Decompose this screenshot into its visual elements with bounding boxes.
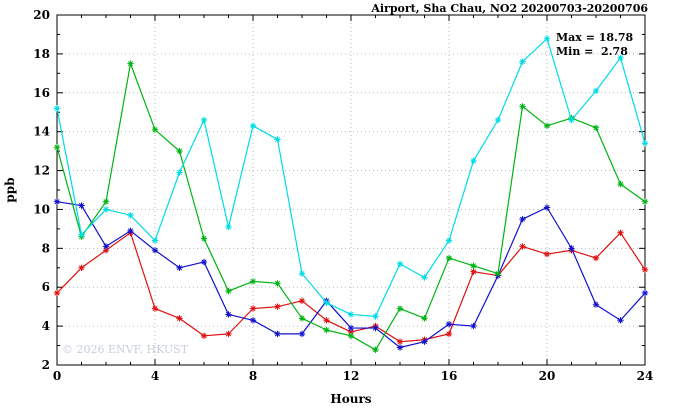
x-tick-label: 16 [441,369,458,383]
x-axis-label: Hours [330,392,371,406]
min-annotation: Min = 2.78 [556,45,628,58]
day2-blue-series [53,198,649,351]
x-tick-label: 24 [637,369,654,383]
y-tick-label: 2 [42,358,50,372]
day2-blue-markers [53,198,649,351]
x-tick-label: 0 [53,369,61,383]
y-tick-label: 8 [42,241,50,255]
day4-cyan-series [53,35,649,320]
y-tick-label: 10 [33,202,50,216]
y-tick-label: 14 [33,125,50,139]
x-tick-label: 12 [343,369,360,383]
x-tick-label: 8 [249,369,257,383]
x-tick-label: 4 [151,369,159,383]
x-tick-label: 20 [539,369,556,383]
day4-cyan-markers [53,35,649,320]
max-annotation: Max = 18.78 [556,31,634,44]
y-tick-label: 6 [42,280,50,294]
day4-cyan-line [56,38,646,317]
day3-green-line [56,63,646,351]
chart-title: Airport, Sha Chau, NO2 20200703-20200706 [370,2,648,15]
y-tick-label: 20 [33,8,50,22]
day3-green-series [53,60,649,354]
watermark: © 2026 ENVF, HKUST [62,343,189,356]
y-tick-label: 18 [33,47,50,61]
y-tick-label: 12 [33,164,50,178]
day3-green-markers [53,60,649,354]
y-tick-label: 4 [42,319,50,333]
series-layer [53,35,649,354]
y-axis-label: ppb [3,177,17,202]
y-tick-label: 16 [33,86,50,100]
